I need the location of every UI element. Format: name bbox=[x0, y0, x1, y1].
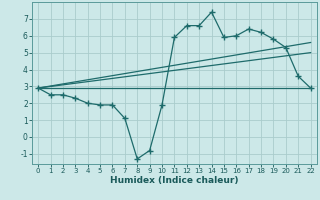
X-axis label: Humidex (Indice chaleur): Humidex (Indice chaleur) bbox=[110, 176, 239, 185]
